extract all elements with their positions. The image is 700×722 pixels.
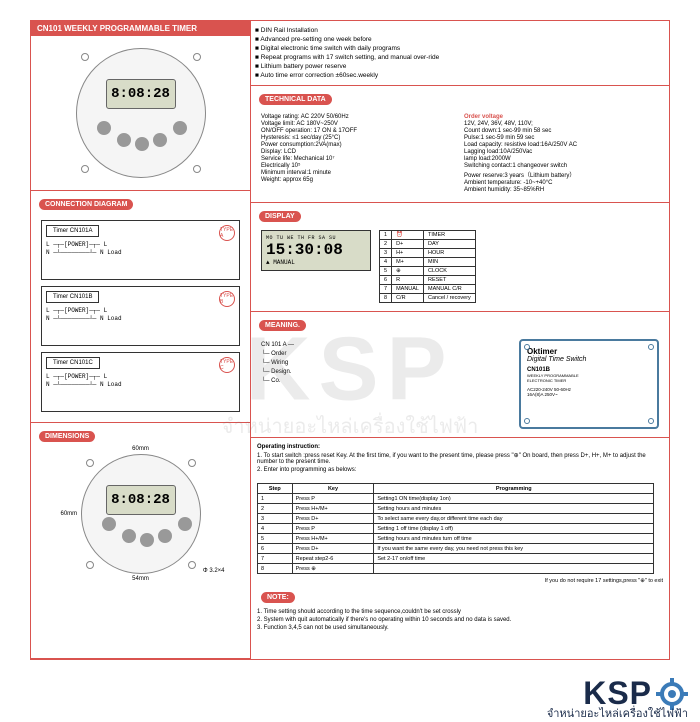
button-table: 1⏰TIMER2D+DAY3H+HOUR4M+MIN5⊕CLOCK6RRESET… (379, 230, 476, 303)
note-title: NOTE: (261, 592, 295, 603)
connection-panel: CONNECTION DIAGRAM TYPE ATimer CN101AL ─… (31, 191, 250, 423)
features-panel: ■ DIN Rail Installation■ Advanced pre-se… (251, 21, 669, 86)
connection-title: CONNECTION DIAGRAM (39, 199, 133, 210)
lcd-example: MO TU WE TH FR SA SU 15:30:08 ▲ MANUAL (261, 230, 371, 271)
instructions: Operating instruction: 1. To start switc… (251, 438, 669, 479)
timer-lcd: 8:08:28 (106, 79, 176, 109)
wiring-diagram: TYPE CTimer CN101CL ─┬─[POWER]─┬─ LN ─┴─… (41, 352, 240, 412)
dimensions-panel: DIMENSIONS 8:08:28 60mm 60mm 54mm Φ 3.2×… (31, 423, 250, 659)
display-panel: DISPLAY MO TU WE TH FR SA SU 15:30:08 ▲ … (251, 203, 669, 312)
header: CN101 WEEKLY PROGRAMMABLE TIMER (31, 21, 250, 36)
display-title: DISPLAY (259, 211, 301, 222)
notes-panel: NOTE: 1. Time setting should according t… (251, 584, 669, 637)
meaning-panel: MEANING. CN 101 A — └─ Order└─ Wiring└─ … (251, 312, 669, 438)
meaning-title: MEANING. (259, 320, 306, 331)
technical-title: TECHNICAL DATA (259, 94, 332, 105)
wiring-diagram: TYPE BTimer CN101BL ─┬─[POWER]─┬─ LN ─┴─… (41, 286, 240, 346)
technical-panel: TECHNICAL DATA Voltage rating: AC 220V 5… (251, 86, 669, 203)
product-image-panel: 8:08:28 (31, 36, 250, 191)
right-column: ■ DIN Rail Installation■ Advanced pre-se… (251, 21, 669, 659)
wiring-diagram: TYPE ATimer CN101AL ─┬─[POWER]─┬─ LN ─┴─… (41, 220, 240, 280)
left-column: CN101 WEEKLY PROGRAMMABLE TIMER 8:08:28 … (31, 21, 251, 659)
dimensions-title: DIMENSIONS (39, 431, 95, 442)
datasheet: CN101 WEEKLY PROGRAMMABLE TIMER 8:08:28 … (30, 20, 670, 660)
timer-device: 8:08:28 (76, 48, 206, 178)
oktimer-box: Oktimer Digital Time Switch CN101B WEEKL… (519, 339, 659, 429)
programming-table: StepKeyProgramming1Press PSetting1 ON ti… (257, 483, 654, 574)
footer-sub: จำหน่ายอะไหล่เครื่องใช้ไฟฟ้า (547, 704, 688, 722)
